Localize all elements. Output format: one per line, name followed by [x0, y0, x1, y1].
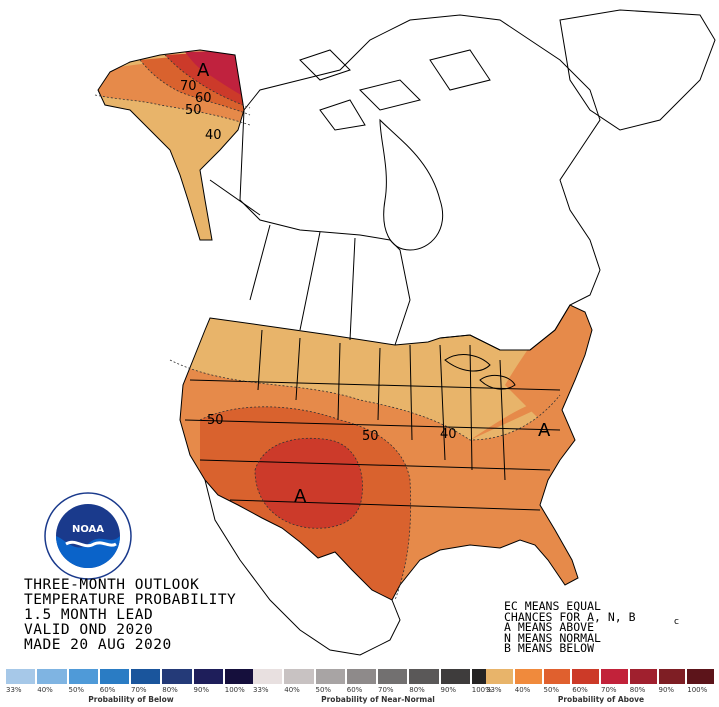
scale-above-swatch: [572, 669, 599, 684]
scale-above-tick: 40%: [514, 686, 531, 694]
scale-below-swatch: [99, 669, 129, 684]
scale-above-tick: 50%: [543, 686, 560, 694]
noaa-logo: NOAA: [44, 492, 132, 580]
scale-above-swatch: [601, 669, 628, 684]
scale-normal-tick: 50%: [315, 686, 332, 694]
scale-above-caption: Probability of Above: [557, 695, 645, 704]
scale-below-swatch: [37, 669, 67, 684]
scale-below-tick: 50%: [68, 686, 85, 694]
title-line-1: THREE-MONTH OUTLOOK: [24, 577, 200, 593]
central-50-label: 50: [362, 429, 379, 444]
notes-line-5: B MEANS BELOW: [504, 641, 595, 655]
alaska-50-label: 50: [185, 103, 202, 118]
scale-normal-tick: 60%: [346, 686, 363, 694]
small-c-label: c: [674, 617, 679, 627]
east-40-label: 40: [440, 427, 457, 442]
scale-below-swatch: [6, 669, 36, 684]
scale-above-tick: 33%: [486, 686, 502, 694]
scale-above-swatch: [658, 669, 686, 684]
scale-above-tick: 70%: [601, 686, 617, 694]
scale-normal-swatch: [409, 669, 439, 684]
scale-above-swatch: [629, 669, 657, 684]
scale-below-swatch: [131, 669, 161, 684]
scale-above-swatch: [543, 669, 571, 684]
scale-normal-ticks: 33% 40% 50% 60% 70% 80% 90% 100%: [253, 686, 503, 694]
scale-above-ticks: 33% 40% 50% 60% 70% 80% 90% 100%: [486, 686, 716, 694]
scale-normal-tick: 90%: [440, 686, 457, 694]
scale-below-bar: [6, 669, 256, 684]
notes-line-1: EC MEANS EQUAL: [504, 599, 601, 613]
alaska-above-label: A: [197, 60, 210, 81]
scale-above-swatch: [514, 669, 542, 684]
scale-below-tick: 100%: [224, 686, 245, 694]
scale-normal-tick: 100%: [471, 686, 492, 694]
scale-below-tick: 90%: [193, 686, 210, 694]
scale-below: 33% 40% 50% 60% 70% 80% 90% 100% Probability of…: [6, 669, 256, 705]
scale-above-tick: 80%: [629, 686, 646, 694]
southwest-50-label: 50: [207, 413, 224, 428]
scale-above-tick: 100%: [687, 686, 708, 694]
alaska-60-label: 60: [195, 91, 212, 106]
scale-below-tick: 60%: [99, 686, 116, 694]
notes-line-2: CHANCES FOR A, N, B: [504, 609, 636, 624]
scale-normal-swatch: [440, 669, 470, 684]
title-line-3: 1.5 MONTH LEAD: [24, 607, 154, 623]
alaska-70-label: 70: [180, 79, 197, 94]
scale-below-tick: 40%: [37, 686, 53, 694]
scale-normal-swatch: [315, 669, 345, 684]
scale-above-tick: 60%: [572, 686, 588, 694]
notes-line-3: A MEANS ABOVE: [504, 620, 595, 634]
scale-normal-tick: 40%: [284, 686, 300, 694]
outlook-map: A 70 60 50 40 50 50 40 A A c: [94, 9, 716, 656]
scale-normal-tick: 33%: [253, 686, 269, 694]
scale-below-swatch: [193, 669, 223, 684]
title-line-5: MADE 20 AUG 2020: [24, 637, 172, 653]
scale-normal-caption: Probability of Near-Normal: [321, 695, 435, 704]
scale-normal-swatch: [253, 669, 283, 684]
notes-line-4: N MEANS NORMAL: [504, 630, 601, 645]
scale-normal-tick: 70%: [378, 686, 394, 694]
title-line-2: TEMPERATURE PROBABILITY: [24, 592, 237, 608]
scale-below-ticks: 33% 40% 50% 60% 70% 80% 90% 100%: [6, 686, 256, 694]
scale-normal-tick: 80%: [409, 686, 425, 694]
scale-below-tick: 80%: [162, 686, 178, 694]
scale-above-tick: 90%: [658, 686, 675, 694]
scale-below-tick: 33%: [6, 686, 22, 694]
scale-normal-swatch: [378, 669, 408, 684]
scale-normal-swatch: [346, 669, 376, 684]
east-above-label: A: [538, 420, 551, 441]
scale-normal-bar: [253, 669, 503, 684]
outlook-title: THREE-MONTH OUTLOOK TEMPERATURE PROBABIL…: [24, 578, 324, 653]
scale-above-swatch: [687, 669, 714, 684]
southwest-above-label: A: [294, 486, 307, 507]
scale-normal: 33% 40% 50% 60% 70% 80% 90% 100% Probability of…: [253, 669, 503, 705]
scale-below-swatch: [68, 669, 98, 684]
noaa-logo-text: NOAA: [72, 524, 104, 535]
scale-below-caption: Probability of Below: [88, 695, 174, 704]
scale-below-swatch: [224, 669, 254, 684]
scale-above: 33% 40% 50% 60% 70% 80% 90% 100% Probability of…: [486, 669, 716, 705]
scale-above-bar: [486, 669, 716, 684]
title-line-4: VALID OND 2020: [24, 622, 154, 638]
scale-above-swatch: [486, 669, 513, 684]
alaska-40-label: 40: [205, 128, 222, 143]
scale-below-tick: 70%: [131, 686, 147, 694]
legend-notes: EC MEANS EQUAL CHANCES FOR A, N, B A MEA…: [504, 601, 704, 654]
scale-normal-swatch: [284, 669, 314, 684]
scale-below-swatch: [162, 669, 192, 684]
